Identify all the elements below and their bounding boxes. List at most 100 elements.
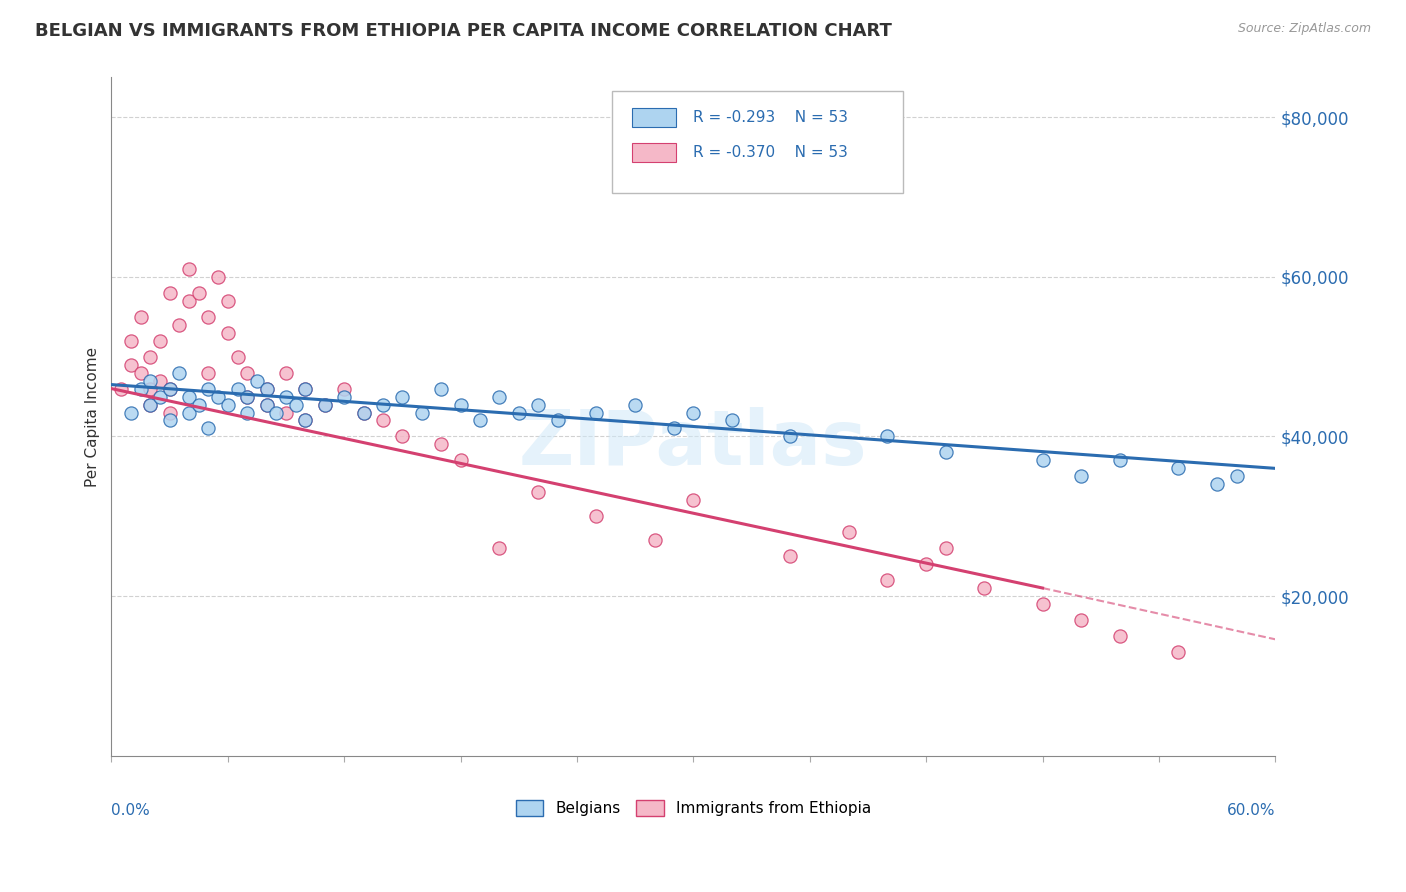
Point	[1109, 453, 1132, 467]
Point	[149, 390, 172, 404]
Point	[274, 405, 297, 419]
FancyBboxPatch shape	[631, 144, 676, 162]
Point	[1167, 645, 1189, 659]
Point	[149, 374, 172, 388]
Point	[1070, 469, 1092, 483]
Point	[1206, 477, 1229, 491]
Point	[197, 382, 219, 396]
Point	[120, 358, 142, 372]
Point	[139, 350, 162, 364]
Text: R = -0.370    N = 53: R = -0.370 N = 53	[693, 145, 848, 161]
Point	[139, 398, 162, 412]
Point	[169, 366, 191, 380]
Point	[217, 293, 239, 308]
Point	[177, 293, 200, 308]
Text: ZIPatlas: ZIPatlas	[519, 407, 868, 481]
Point	[236, 405, 259, 419]
Point	[838, 525, 860, 540]
Point	[527, 398, 550, 412]
Point	[915, 557, 938, 571]
Point	[274, 390, 297, 404]
Point	[314, 398, 336, 412]
Text: Source: ZipAtlas.com: Source: ZipAtlas.com	[1237, 22, 1371, 36]
Point	[177, 390, 200, 404]
Point	[371, 413, 394, 427]
Point	[217, 398, 239, 412]
Point	[294, 382, 316, 396]
Point	[177, 405, 200, 419]
Point	[411, 405, 433, 419]
Point	[333, 382, 356, 396]
Point	[294, 413, 316, 427]
Point	[371, 398, 394, 412]
Y-axis label: Per Capita Income: Per Capita Income	[86, 346, 100, 486]
Point	[274, 366, 297, 380]
Point	[149, 334, 172, 348]
Point	[876, 429, 898, 443]
Point	[159, 405, 181, 419]
Point	[197, 421, 219, 435]
Point	[488, 541, 510, 556]
Point	[266, 405, 288, 419]
Point	[624, 398, 647, 412]
Point	[129, 310, 152, 324]
Point	[129, 382, 152, 396]
Point	[488, 390, 510, 404]
Point	[207, 390, 229, 404]
Point	[187, 285, 209, 300]
Point	[256, 398, 278, 412]
Point	[284, 398, 307, 412]
Point	[527, 485, 550, 500]
Point	[294, 413, 316, 427]
Point	[226, 350, 249, 364]
Point	[450, 453, 472, 467]
Point	[256, 398, 278, 412]
Text: 0.0%: 0.0%	[111, 803, 150, 818]
Point	[197, 310, 219, 324]
Point	[430, 437, 453, 451]
Point	[430, 382, 453, 396]
Point	[450, 398, 472, 412]
Point	[110, 382, 132, 396]
Point	[1070, 613, 1092, 627]
Point	[159, 413, 181, 427]
Text: R = -0.293    N = 53: R = -0.293 N = 53	[693, 110, 848, 125]
Point	[391, 429, 413, 443]
Point	[159, 382, 181, 396]
Point	[159, 382, 181, 396]
Point	[682, 493, 704, 508]
Point	[1032, 597, 1054, 611]
Point	[139, 398, 162, 412]
Point	[187, 398, 209, 412]
Point	[314, 398, 336, 412]
Point	[1225, 469, 1247, 483]
Point	[779, 429, 801, 443]
Point	[935, 541, 957, 556]
Point	[876, 573, 898, 587]
Point	[585, 509, 607, 524]
Point	[682, 405, 704, 419]
Point	[353, 405, 375, 419]
Point	[585, 405, 607, 419]
Point	[129, 366, 152, 380]
Point	[169, 318, 191, 332]
Point	[120, 405, 142, 419]
FancyBboxPatch shape	[612, 91, 903, 193]
Point	[236, 390, 259, 404]
Point	[294, 382, 316, 396]
Point	[973, 581, 995, 595]
Point	[159, 285, 181, 300]
Point	[120, 334, 142, 348]
Point	[207, 269, 229, 284]
Point	[1109, 629, 1132, 643]
Point	[547, 413, 569, 427]
Point	[1167, 461, 1189, 475]
Point	[217, 326, 239, 340]
Point	[236, 390, 259, 404]
Point	[508, 405, 530, 419]
Point	[779, 549, 801, 563]
Text: 60.0%: 60.0%	[1227, 803, 1275, 818]
Point	[256, 382, 278, 396]
Point	[1032, 453, 1054, 467]
Point	[468, 413, 491, 427]
